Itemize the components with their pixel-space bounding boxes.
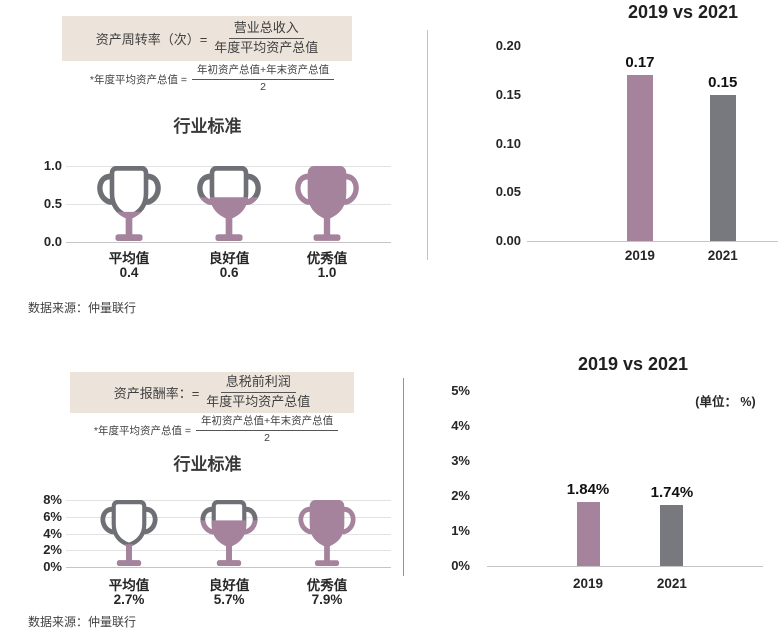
trophy-优秀值 xyxy=(292,500,362,567)
trophy-icon xyxy=(97,166,161,241)
y-tick-label: 4% xyxy=(451,418,470,433)
bar-value-label: 0.15 xyxy=(708,73,738,91)
comparison-bar-chart-roa: 5% 4% 3% 2% 1% 0% 1.84% 2019 1.74% 2021 xyxy=(445,378,778,603)
note-numerator: 年初资产总值+年末资产总值 xyxy=(192,64,335,80)
trophy-icon xyxy=(197,166,261,241)
trophy-name-label: 优秀值 xyxy=(306,578,348,593)
trophy-icon xyxy=(100,500,158,566)
y-tick-label: 1% xyxy=(451,523,470,538)
trophy-icon xyxy=(295,166,359,241)
trophy-name-label: 优秀值 xyxy=(306,251,348,266)
trophy-name-label: 良好值 xyxy=(208,251,250,266)
turnover-formula-box: 资产周转率（次）= 营业总收入 年度平均资产总值 xyxy=(62,16,352,61)
trophy-name-label: 平均值 xyxy=(108,578,150,593)
axis-baseline xyxy=(66,242,391,243)
vertical-divider-top xyxy=(427,30,428,260)
turnover-formula-note: *年度平均资产总值 = 年初资产总值+年末资产总值 2 xyxy=(62,63,362,95)
y-tick-label: 4% xyxy=(43,525,62,541)
trophy-平均值 xyxy=(94,500,164,567)
note-numerator: 年初资产总值+年末资产总值 xyxy=(196,415,339,431)
vertical-divider-bottom xyxy=(403,378,404,576)
industry-standard-trophy-chart-roa: 8% 6% 4% 2% 0% 平均值 2.7% 良好值 5.7% 优秀值 7.9% xyxy=(28,486,395,612)
y-tick-label: 0.10 xyxy=(495,135,521,151)
trophy-平均值 xyxy=(90,166,168,242)
formula-denominator: 年度平均资产总值 xyxy=(206,394,311,409)
bar-2021 xyxy=(660,505,684,566)
bar-value-label: 1.74% xyxy=(650,484,694,502)
note-denominator: 2 xyxy=(260,80,266,93)
comparison-chart-title-turnover: 2019 vs 2021 xyxy=(627,2,739,22)
comparison-chart-title-roa: 2019 vs 2021 xyxy=(577,354,689,374)
axis-baseline xyxy=(66,567,391,568)
bar-2019 xyxy=(626,75,653,241)
note-fraction: 年初资产总值+年末资产总值 2 xyxy=(192,64,335,94)
bar-value-label: 1.84% xyxy=(566,480,610,498)
trophy-value-label: 0.6 xyxy=(219,265,239,280)
trophy-value-label: 1.0 xyxy=(317,265,337,280)
unit-note: (单位： %) xyxy=(695,395,756,409)
roa-formula-note: *年度平均资产总值 = 年初资产总值+年末资产总值 2 xyxy=(70,415,362,445)
trophy-良好值 xyxy=(190,166,268,242)
data-source-turnover: 数据来源：仲量联行 xyxy=(28,301,137,315)
y-tick-label: 0% xyxy=(43,559,62,574)
bar-2021 xyxy=(709,94,736,241)
y-tick-label: 5% xyxy=(451,383,470,398)
note-label: *年度平均资产总值 = xyxy=(93,424,191,437)
industry-standard-title-turnover: 行业标准 xyxy=(173,117,242,136)
y-tick-label: 0% xyxy=(451,558,470,573)
y-tick-label: 2% xyxy=(43,542,62,558)
bar-2019 xyxy=(576,501,600,566)
bar-value-label: 0.17 xyxy=(625,54,655,72)
trophy-优秀值 xyxy=(288,166,366,242)
note-label: *年度平均资产总值 = xyxy=(89,73,187,86)
bar-category-label: 2021 xyxy=(707,248,738,263)
trophy-icon xyxy=(200,500,258,566)
trophy-value-label: 2.7% xyxy=(113,592,145,607)
note-fraction: 年初资产总值+年末资产总值 2 xyxy=(196,415,339,445)
y-tick-label: 6% xyxy=(43,508,62,524)
y-tick-label: 3% xyxy=(451,453,470,468)
comparison-bar-chart-turnover: 0.20 0.15 0.10 0.05 0.00 0.17 2019 0.15 2021 xyxy=(445,36,778,268)
y-tick-label: 8% xyxy=(43,492,62,507)
y-tick-label: 0.05 xyxy=(495,184,521,200)
y-tick-label: 0.20 xyxy=(495,38,521,53)
bar-category-label: 2021 xyxy=(656,576,687,591)
formula-numerator: 营业总收入 xyxy=(228,20,304,39)
trophy-value-label: 5.7% xyxy=(213,592,245,607)
data-source-roa: 数据来源：仲量联行 xyxy=(28,615,137,629)
y-tick-label: 0.15 xyxy=(495,86,521,102)
trophy-value-label: 7.9% xyxy=(311,592,343,607)
y-tick-label: 0.00 xyxy=(495,233,521,248)
formula-fraction: 息税前利润 年度平均资产总值 xyxy=(206,374,310,411)
industry-standard-title-roa: 行业标准 xyxy=(173,455,242,474)
axis-baseline xyxy=(527,241,778,242)
axis-baseline xyxy=(487,566,763,567)
roa-formula-box: 资产报酬率：= 息税前利润 年度平均资产总值 xyxy=(70,372,354,413)
note-denominator: 2 xyxy=(264,431,270,444)
formula-label: 资产报酬率：= xyxy=(113,386,200,401)
trophy-name-label: 平均值 xyxy=(108,251,150,266)
bar-category-label: 2019 xyxy=(572,576,604,591)
formula-fraction: 营业总收入 年度平均资产总值 xyxy=(214,20,318,57)
trophy-良好值 xyxy=(194,500,264,567)
bar-category-label: 2019 xyxy=(624,248,655,263)
formula-denominator: 年度平均资产总值 xyxy=(214,40,319,55)
y-tick-label: 0.0 xyxy=(43,234,62,249)
trophy-value-label: 0.4 xyxy=(119,265,139,280)
y-tick-label: 0.5 xyxy=(43,196,62,211)
formula-numerator: 息税前利润 xyxy=(220,374,296,393)
trophy-name-label: 良好值 xyxy=(208,578,250,593)
industry-standard-trophy-chart-turnover: 1.0 0.5 0.0 平均值 0.4 良好值 0.6 优秀值 1.0 xyxy=(28,152,395,287)
y-tick-label: 1.0 xyxy=(43,158,62,173)
formula-label: 资产周转率（次）= xyxy=(95,32,208,47)
y-tick-label: 2% xyxy=(451,488,470,503)
trophy-icon xyxy=(298,500,356,566)
